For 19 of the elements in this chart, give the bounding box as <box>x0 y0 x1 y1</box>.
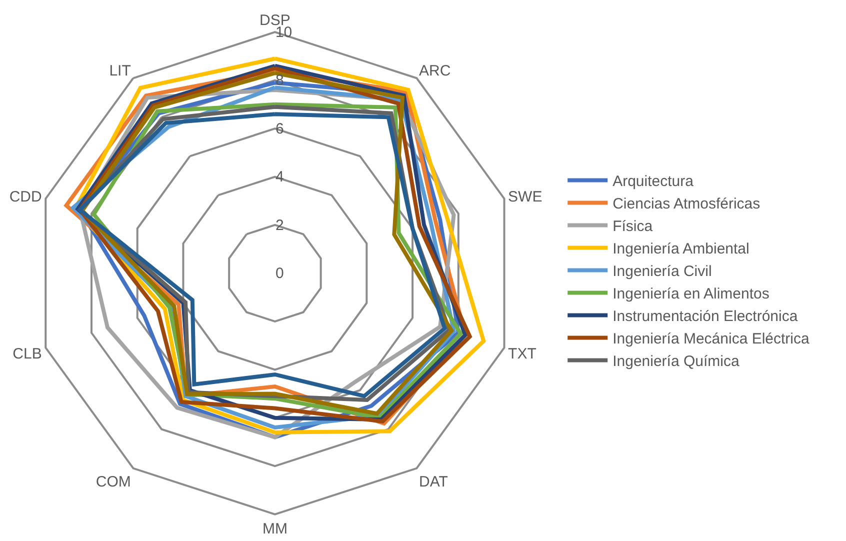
spoke-label: ARC <box>419 62 451 80</box>
spoke-label: DAT <box>419 474 448 491</box>
spoke-label: TXT <box>508 346 536 363</box>
legend-label: Ingeniería Ambiental <box>612 240 750 258</box>
spoke-label: MM <box>262 520 288 538</box>
legend-label: Ingeniería Química <box>612 353 740 370</box>
spoke-label: CDD <box>9 188 42 206</box>
legend-label: Ingeniería Mecánica Eléctrica <box>612 330 810 348</box>
spoke-label: CLB <box>12 346 42 363</box>
legend-label: Ingeniería en Alimentos <box>612 286 770 303</box>
legend-label: Física <box>612 218 654 236</box>
spoke-label: COM <box>96 474 131 491</box>
legend-label: Ingeniería Civil <box>612 263 712 280</box>
legend-label: Ciencias Atmosféricas <box>612 196 760 213</box>
legend-label: Arquitectura <box>612 173 694 190</box>
legend-label: Instrumentación Electrónica <box>612 308 798 326</box>
spoke-label: LIT <box>109 62 131 80</box>
y-tick-label: 0 <box>275 265 284 282</box>
spoke-label: SWE <box>508 188 542 206</box>
